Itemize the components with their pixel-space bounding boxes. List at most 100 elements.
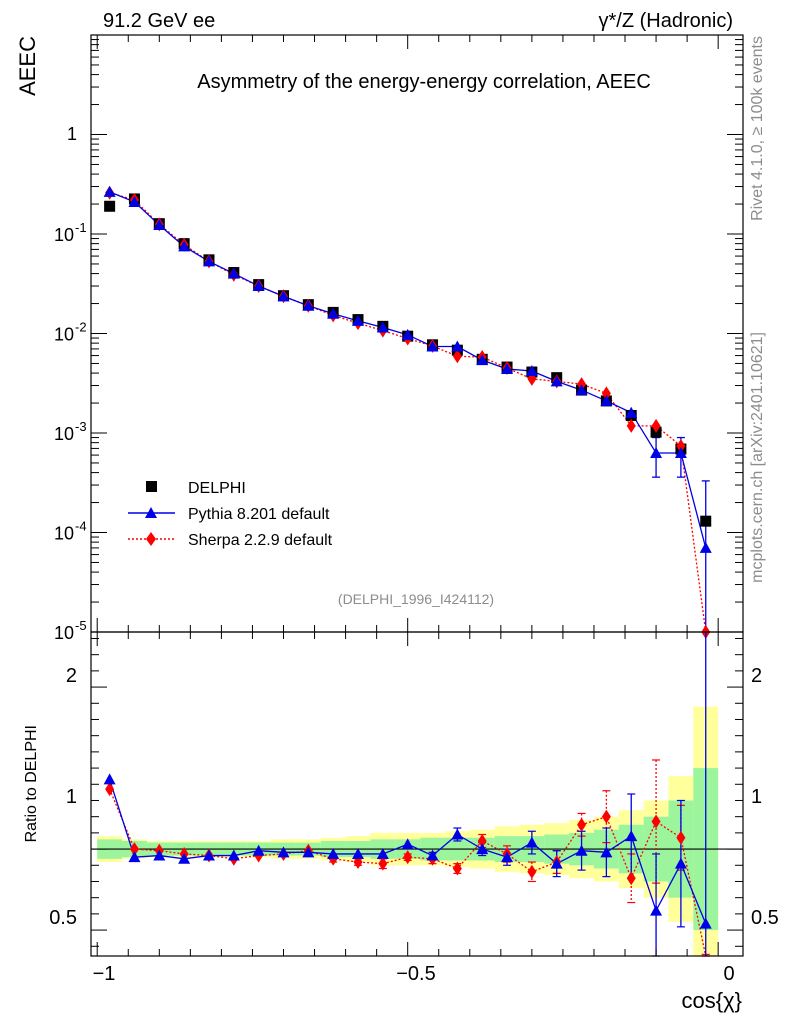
main-panel-content xyxy=(103,185,712,639)
pythia-ratio-point xyxy=(376,847,389,859)
main-panel-ticks xyxy=(91,35,743,633)
pythia-ratio-point xyxy=(426,849,439,861)
pythia-ratio-point xyxy=(202,849,215,861)
sherpa-point xyxy=(601,386,611,401)
pythia-point xyxy=(103,185,116,197)
x-tick-label-0: 0 xyxy=(723,963,734,985)
pythia-ratio-point xyxy=(352,847,365,859)
side-rivet-label: Rivet 4.1.0, ≥ 100k events xyxy=(749,36,766,221)
ratio-panel: Ratio to DELPHI 0.5 1 2 0.5 1 2 −1 −0.5 … xyxy=(23,631,779,1013)
y-tick-label-exponent: -1 xyxy=(75,220,87,235)
legend-label-delphi: DELPHI xyxy=(188,480,246,497)
pythia-point xyxy=(476,354,489,366)
y-axis-label-main: AEEC xyxy=(15,36,40,96)
pythia-point xyxy=(501,362,514,374)
pythia-point xyxy=(227,267,240,279)
legend-entry-pythia: Pythia 8.201 default xyxy=(128,506,330,523)
sherpa-line xyxy=(109,192,707,633)
legend-label-sherpa: Sherpa 2.2.9 default xyxy=(188,532,333,549)
y-axis-label-ratio: Ratio to DELPHI xyxy=(23,725,40,842)
pythia-ratio-point xyxy=(153,849,166,861)
x-tick-label-minus-1: −1 xyxy=(93,963,116,985)
analysis-watermark: (DELPHI_1996_I424112) xyxy=(338,591,494,607)
ratio-panel-ticks xyxy=(91,632,743,956)
sherpa-ratio-point xyxy=(477,833,487,848)
ratio-y-tick-label-2-right: 2 xyxy=(751,665,762,687)
pythia-point xyxy=(302,299,315,311)
sherpa-ratio-point xyxy=(651,814,661,829)
pythia-point xyxy=(525,364,538,376)
pythia-point xyxy=(252,280,265,292)
pythia-point xyxy=(128,195,141,207)
pythia-point xyxy=(277,290,290,302)
header-energy-label: 91.2 GeV ee xyxy=(103,10,215,32)
pythia-ratio-point xyxy=(575,844,588,856)
chart-title: Asymmetry of the energy-energy correlati… xyxy=(197,71,651,93)
ratio-y-tick-label-2-left: 2 xyxy=(66,665,77,687)
pythia-ratio-point xyxy=(252,844,265,856)
main-panel: Asymmetry of the energy-energy correlati… xyxy=(15,34,744,643)
pythia-point xyxy=(376,321,389,333)
sherpa-point xyxy=(676,439,686,454)
sherpa-ratio-point xyxy=(378,856,388,871)
delphi-point xyxy=(104,200,116,212)
pythia-ratio-point xyxy=(600,846,613,858)
pythia-ratio-point xyxy=(550,857,563,869)
y-tick-labels-log: 10-110-210-310-410-5 xyxy=(54,220,87,643)
sherpa-ratio-point xyxy=(601,809,611,824)
delphi-point xyxy=(700,515,712,527)
sherpa-point xyxy=(626,418,636,433)
y-tick-label-exponent: -3 xyxy=(75,419,87,434)
y-tick-label-10^-1: 10 xyxy=(54,225,74,245)
pythia-ratio-point xyxy=(327,847,340,859)
pythia-ratio-point xyxy=(451,828,464,840)
ratio-panel-frame xyxy=(90,631,744,957)
y-tick-label-10^-5: 10 xyxy=(54,623,74,643)
pythia-ratio-point xyxy=(674,857,687,869)
pythia-ratio-point xyxy=(227,849,240,861)
pythia-ratio-point xyxy=(650,904,663,916)
pythia-point xyxy=(600,394,613,406)
pythia-point xyxy=(426,340,439,352)
sherpa-ratio-point xyxy=(105,782,115,797)
pythia-ratio-point xyxy=(277,846,290,858)
pythia-point xyxy=(699,541,712,553)
x-axis-label: cos{χ} xyxy=(682,988,742,1013)
pythia-point xyxy=(625,406,638,418)
pythia-ratio-point xyxy=(476,843,489,855)
ratio-y-tick-label-0-5-left: 0.5 xyxy=(49,907,77,929)
legend: DELPHI Pythia 8.201 default Sherpa 2.2.9… xyxy=(128,480,333,549)
pythia-point xyxy=(401,328,414,340)
ratio-panel-content xyxy=(91,631,743,957)
sherpa-point xyxy=(452,349,462,364)
x-tick-label-minus-0-5: −0.5 xyxy=(396,963,435,985)
pythia-point xyxy=(451,340,464,352)
legend-entry-sherpa: Sherpa 2.2.9 default xyxy=(128,532,333,549)
pythia-ratio-point xyxy=(699,917,712,929)
sherpa-ratio-point xyxy=(527,864,537,879)
ratio-y-tick-label-1-left: 1 xyxy=(66,786,77,808)
y-tick-label-10^-2: 10 xyxy=(54,325,74,345)
y-tick-label-10^-4: 10 xyxy=(54,524,74,544)
legend-label-pythia: Pythia 8.201 default xyxy=(188,506,330,523)
legend-entry-delphi: DELPHI xyxy=(146,480,246,497)
sherpa-ratio-point xyxy=(129,842,139,857)
pythia-point xyxy=(650,446,663,458)
legend-marker-sherpa xyxy=(146,532,156,546)
y-tick-label-10^-3: 10 xyxy=(54,424,74,444)
pythia-ratio-point xyxy=(525,836,538,848)
legend-marker-delphi xyxy=(146,481,157,492)
ratio-y-tick-label-0-5-right: 0.5 xyxy=(751,907,779,929)
y-tick-label-exponent: -5 xyxy=(75,618,87,633)
pythia-point xyxy=(202,255,215,267)
pythia-point xyxy=(178,240,191,252)
sherpa-ratio-point xyxy=(403,850,413,865)
legend-marker-pythia xyxy=(145,507,157,518)
y-tick-label-1: 1 xyxy=(67,124,77,144)
pythia-ratio-point xyxy=(625,830,638,842)
pythia-point xyxy=(327,307,340,319)
pythia-point xyxy=(575,384,588,396)
sherpa-ratio-point xyxy=(452,861,462,876)
pythia-point xyxy=(153,219,166,231)
